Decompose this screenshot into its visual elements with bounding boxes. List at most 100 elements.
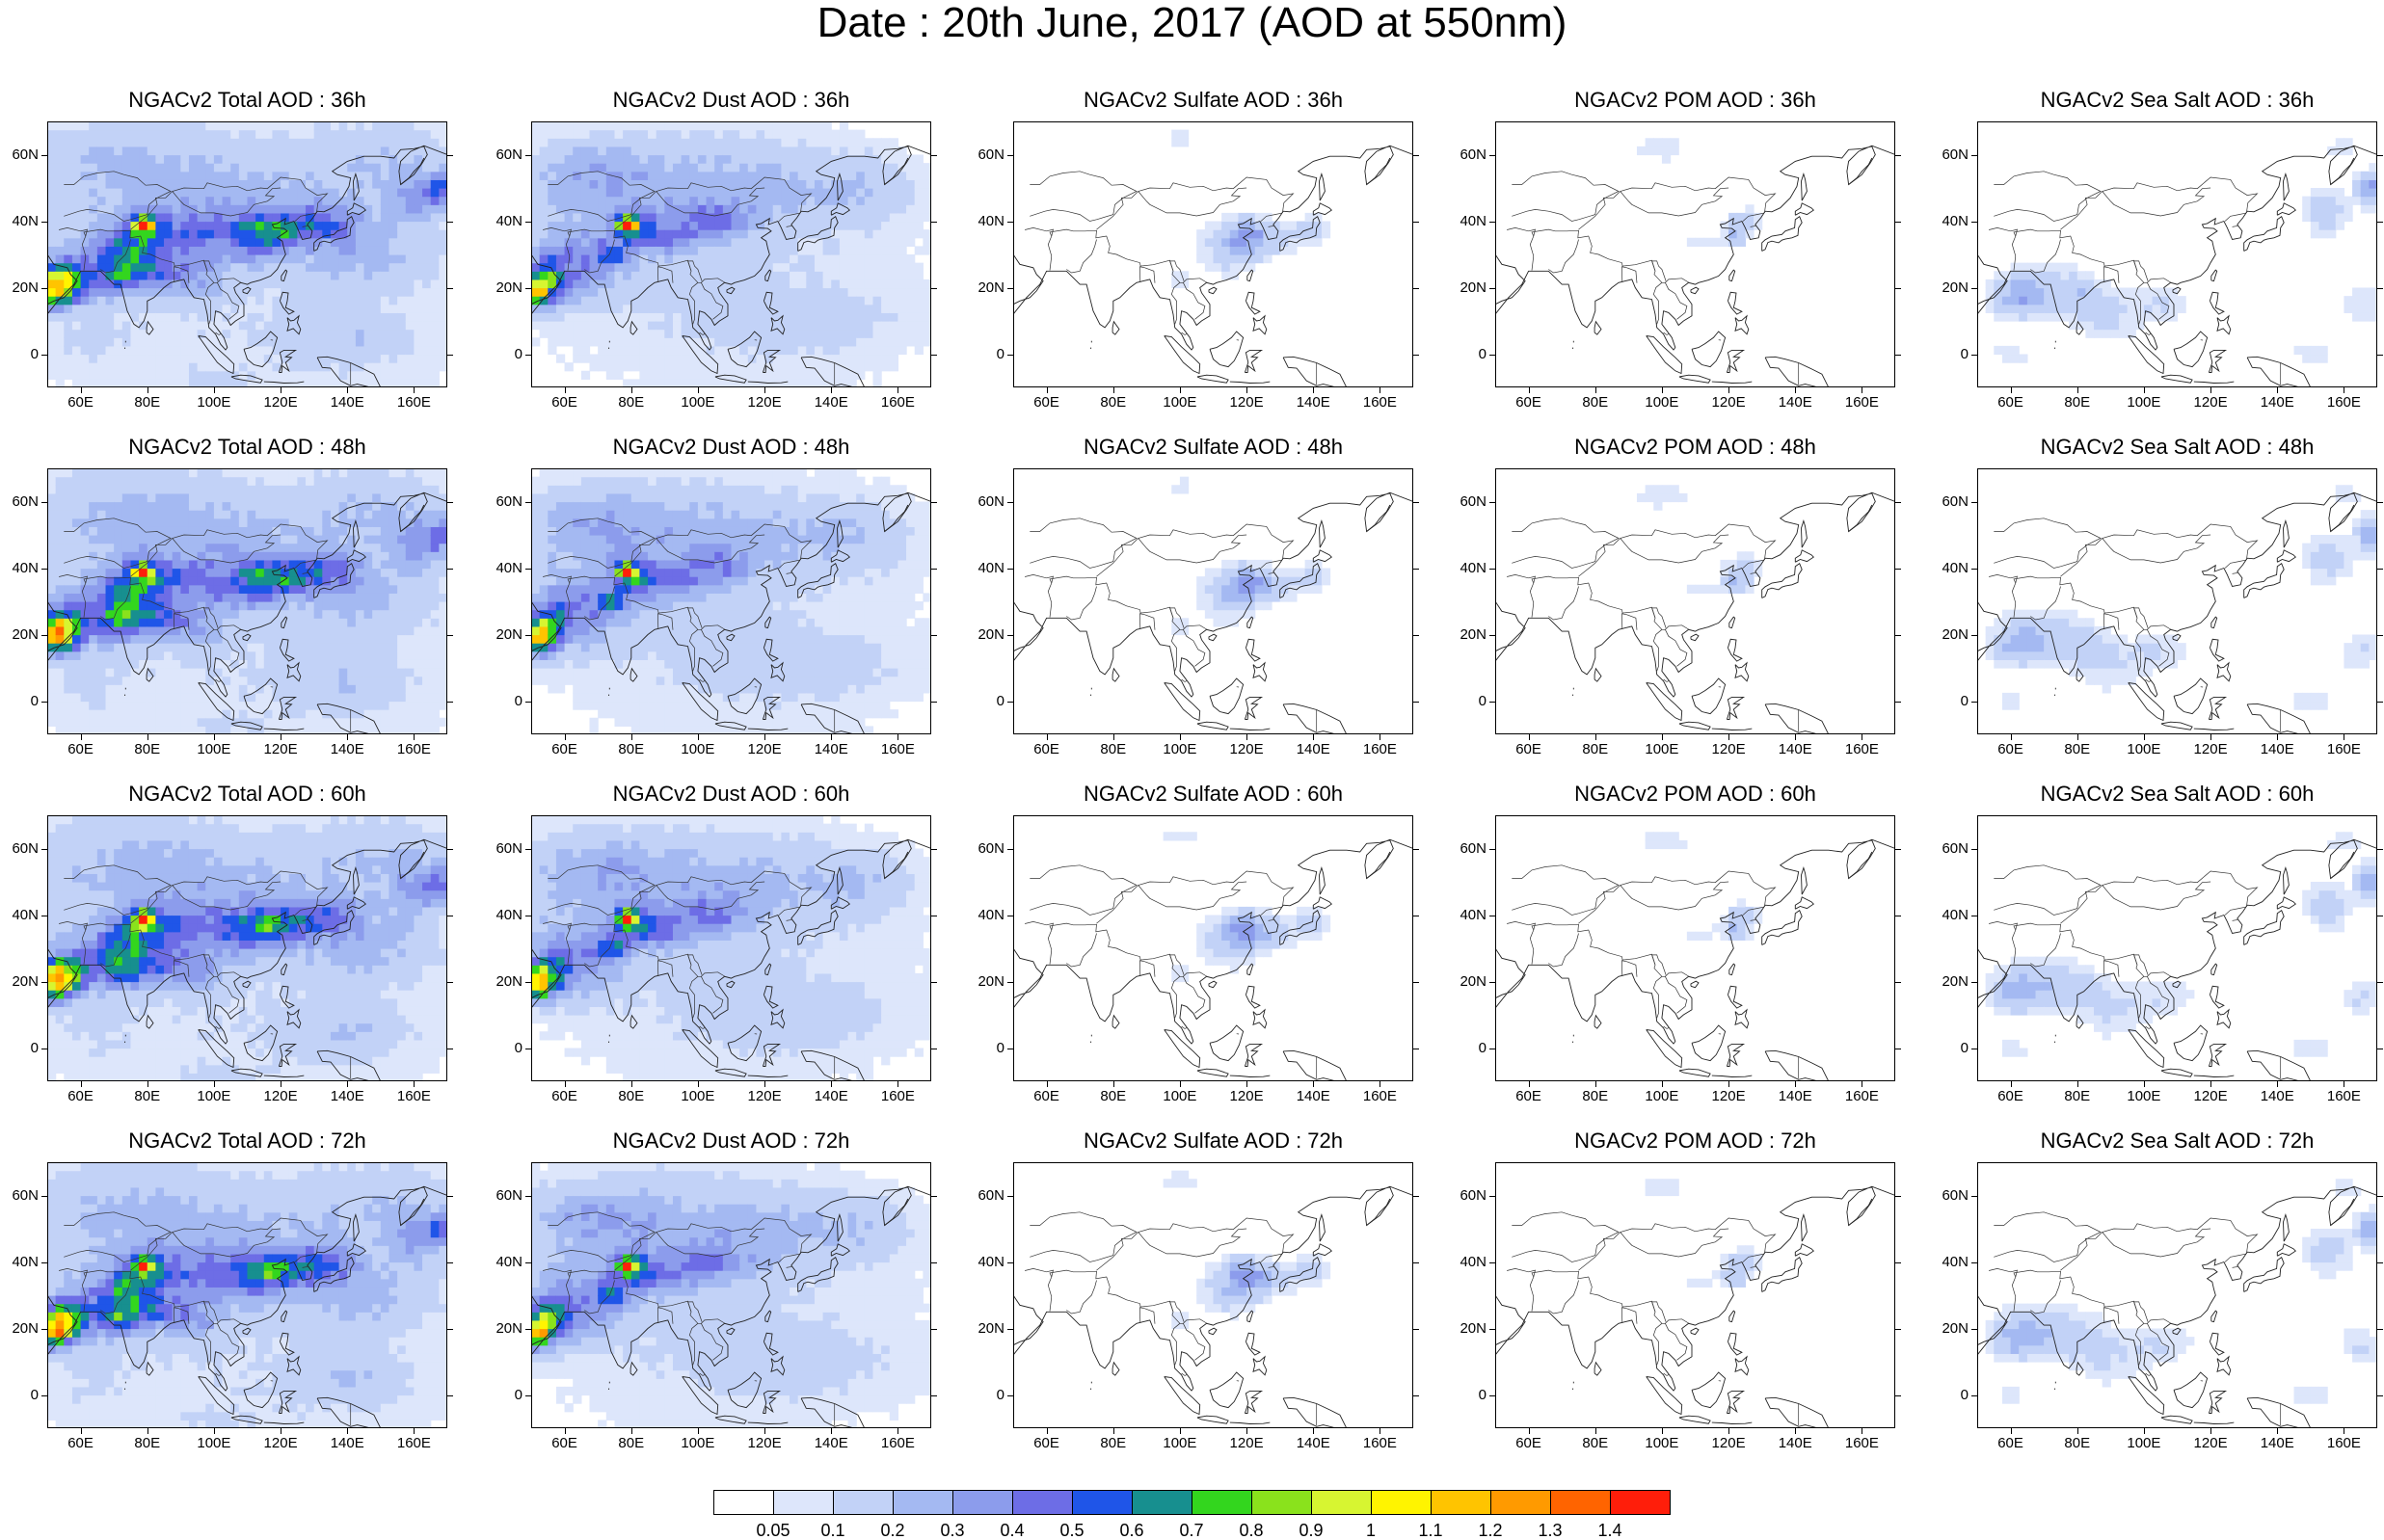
panel-title: NGACv2 Dust AOD : 36h (531, 89, 931, 112)
lat-tick (447, 569, 453, 570)
lon-tick (565, 387, 566, 393)
lon-tick (764, 734, 765, 740)
lat-tick (41, 155, 47, 156)
lon-tick-label: 100E (2125, 742, 2163, 757)
lat-tick-label: 40N (484, 908, 522, 923)
lat-tick (2377, 1196, 2383, 1197)
lon-tick (2277, 734, 2278, 740)
lon-tick-label: 140E (328, 1089, 366, 1104)
map-area (1013, 468, 1413, 734)
lat-tick-label: 60N (1930, 494, 1969, 510)
lon-tick-label: 80E (1094, 1089, 1133, 1104)
lat-tick (41, 702, 47, 703)
lat-tick-label: 0 (0, 1388, 39, 1403)
lat-tick (1489, 1196, 1495, 1197)
lat-tick-label: 20N (0, 280, 39, 296)
lat-tick-label: 20N (1930, 627, 1969, 643)
lon-tick (347, 1428, 348, 1434)
lon-tick (1047, 1081, 1048, 1087)
lon-tick (631, 387, 632, 393)
lon-tick (1113, 387, 1114, 393)
lat-tick (525, 569, 531, 570)
lon-tick-label: 80E (2058, 1436, 2097, 1451)
lat-tick (447, 1395, 453, 1396)
lon-tick-label: 140E (2258, 395, 2296, 411)
panel-title: NGACv2 Total AOD : 72h (47, 1129, 447, 1153)
lon-tick-label: 80E (1576, 742, 1615, 757)
country-borders (1025, 518, 1317, 731)
lon-tick (698, 387, 699, 393)
lat-tick (41, 1395, 47, 1396)
colorbar-swatch (1371, 1490, 1432, 1515)
lat-tick-label: 0 (1448, 347, 1487, 362)
lon-tick (1047, 734, 1048, 740)
lat-tick (931, 1329, 937, 1330)
colorbar-swatch (1311, 1490, 1372, 1515)
aod-field (47, 815, 447, 1081)
lon-tick-label: 140E (328, 395, 366, 411)
lat-tick-label: 0 (0, 347, 39, 362)
lon-tick (1113, 1081, 1114, 1087)
lon-tick (831, 387, 832, 393)
lon-tick-label: 100E (1643, 395, 1681, 411)
lon-tick-label: 80E (2058, 742, 2097, 757)
lon-tick (2077, 734, 2078, 740)
lon-tick (1529, 1428, 1530, 1434)
lat-tick-label: 20N (484, 1321, 522, 1337)
lat-tick (931, 1395, 937, 1396)
panel-title: NGACv2 Sea Salt AOD : 36h (1977, 89, 2377, 112)
lon-tick-label: 120E (2191, 1089, 2230, 1104)
country-borders (1507, 1212, 1799, 1425)
lat-tick (525, 982, 531, 983)
aod-field (1171, 477, 1330, 635)
lat-tick (447, 702, 453, 703)
colorbar-label: 0.3 (933, 1521, 972, 1540)
lat-tick (931, 222, 937, 223)
lat-tick (1895, 569, 1901, 570)
lat-tick (447, 502, 453, 503)
lon-tick-label: 160E (878, 742, 917, 757)
lat-tick-label: 40N (484, 214, 522, 229)
lat-tick (2377, 502, 2383, 503)
lat-tick (1007, 222, 1013, 223)
lat-tick (2377, 635, 2383, 636)
lat-tick (447, 355, 453, 356)
lat-tick (1007, 288, 1013, 289)
lat-tick (2377, 355, 2383, 356)
lat-tick-label: 40N (966, 214, 1004, 229)
map-area (1977, 815, 2377, 1081)
lon-tick-label: 80E (612, 1436, 651, 1451)
lat-tick-label: 60N (1930, 1188, 1969, 1204)
lat-tick-label: 60N (484, 1188, 522, 1204)
coastline (1495, 492, 1895, 734)
lat-tick (2377, 1262, 2383, 1263)
lat-tick (525, 155, 531, 156)
lon-tick-label: 140E (812, 395, 850, 411)
colorbar-swatch (893, 1490, 953, 1515)
lon-tick (347, 387, 348, 393)
lat-tick (1971, 702, 1977, 703)
lon-tick (565, 1081, 566, 1087)
lon-tick (1595, 387, 1596, 393)
lat-tick (41, 635, 47, 636)
lon-tick (147, 387, 148, 393)
colorbar-swatch (952, 1490, 1013, 1515)
lon-tick (897, 1428, 898, 1434)
lon-tick-label: 160E (878, 395, 917, 411)
lat-tick-label: 0 (966, 1388, 1004, 1403)
lon-tick (214, 1428, 215, 1434)
lat-tick (1489, 849, 1495, 850)
lat-tick (447, 1262, 453, 1263)
lat-tick (2377, 982, 2383, 983)
map-area (47, 815, 447, 1081)
lat-tick-label: 20N (966, 627, 1004, 643)
lon-tick-label: 100E (2125, 1089, 2163, 1104)
lat-tick (1413, 702, 1419, 703)
lon-tick-label: 120E (1709, 395, 1748, 411)
lon-tick (764, 1081, 765, 1087)
lon-tick (831, 734, 832, 740)
panel-title: NGACv2 Total AOD : 36h (47, 89, 447, 112)
